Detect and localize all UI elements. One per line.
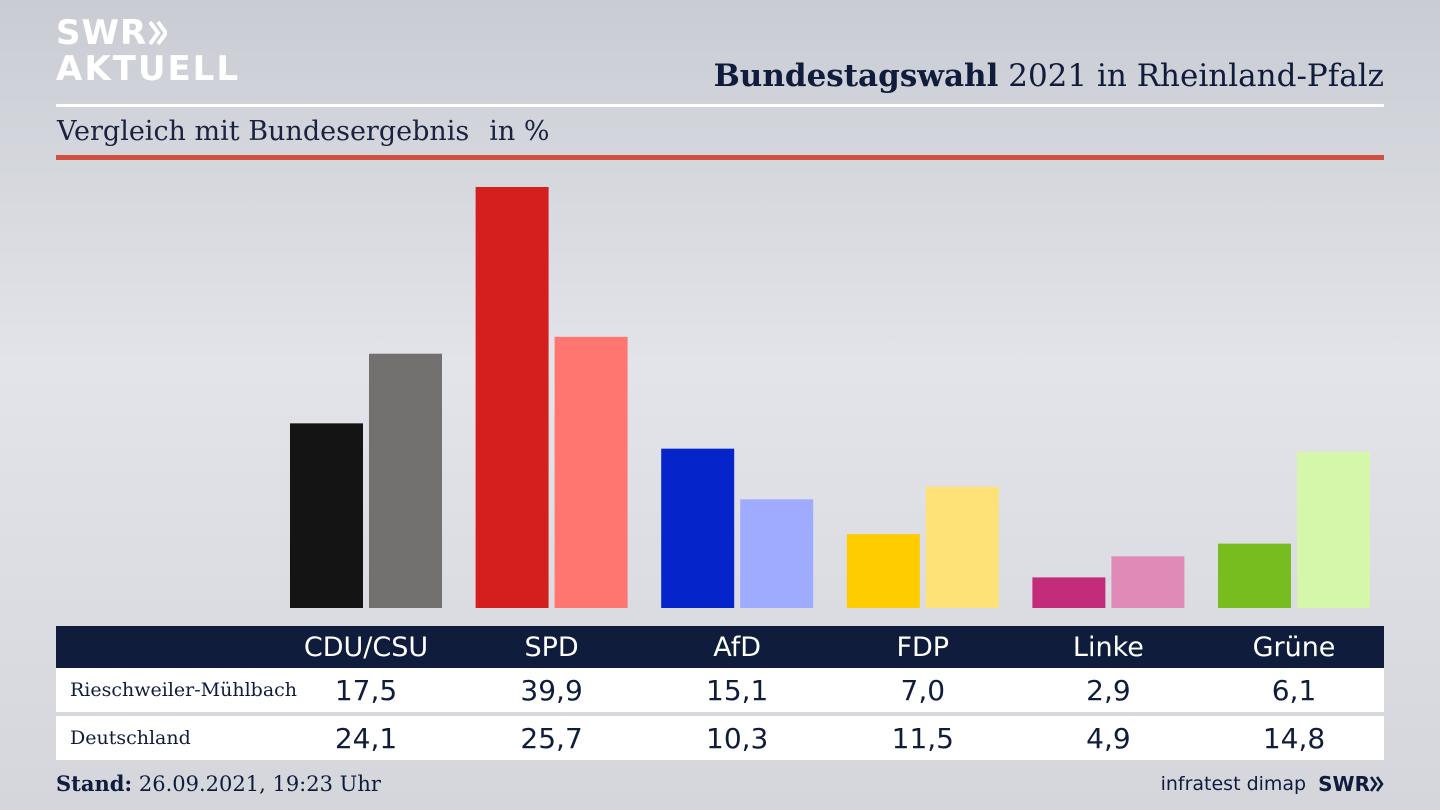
- swr-aktuell-logo: SWR AKTUELL: [56, 16, 240, 86]
- bar-afd-local: [661, 448, 735, 608]
- footer-logo-text: SWR: [1318, 772, 1370, 796]
- column-header: Linke: [1072, 631, 1144, 663]
- double-chevron-icon: [149, 20, 168, 46]
- title-bold: Bundestagswahl: [713, 58, 999, 94]
- subtitle-divider: [56, 155, 1384, 160]
- bar-cdu-csu-national: [369, 353, 442, 608]
- table-header-row: CDU/CSU SPD AfD FDP Linke Grüne: [56, 626, 1384, 668]
- column-header: CDU/CSU: [303, 631, 429, 663]
- chart-subtitle: Vergleich mit Bundesergebnis in %: [57, 116, 550, 147]
- bar-linke-national: [1111, 556, 1185, 608]
- stand-label: Stand:: [56, 771, 133, 796]
- bar-gr-ne-local: [1218, 543, 1291, 608]
- value-cell: 11,5: [891, 721, 954, 755]
- value-cell: 4,9: [1086, 721, 1131, 755]
- table-row: Deutschland 24,1 25,7 10,3 11,5 4,9 14,8: [56, 716, 1384, 760]
- row-label: Deutschland: [70, 727, 191, 749]
- value-cell: 17,5: [334, 673, 398, 707]
- value-cell: 25,7: [520, 721, 583, 755]
- swr-footer-logo: SWR: [1318, 772, 1384, 796]
- title-rest: 2021 in Rheinland-Pfalz: [1008, 58, 1384, 94]
- column-header: AfD: [713, 631, 762, 663]
- table-row: Rieschweiler-Mühlbach 17,5 39,9 15,1 7,0 2,9 6…: [56, 668, 1384, 712]
- bar-fdp-national: [925, 486, 999, 608]
- stand-timestamp: Stand: 26.09.2021, 19:23 Uhr: [56, 771, 381, 796]
- value-cell: 2,9: [1086, 673, 1131, 707]
- subtitle-text: Vergleich mit Bundesergebnis: [57, 116, 470, 147]
- value-cell: 7,0: [900, 673, 946, 707]
- value-cell: 6,1: [1271, 673, 1317, 707]
- bar-spd-local: [475, 187, 549, 608]
- bar-spd-national: [554, 336, 628, 608]
- logo-swr-text: SWR: [56, 13, 148, 53]
- subtitle-unit: in %: [489, 116, 550, 147]
- column-header: SPD: [524, 631, 579, 663]
- bar-fdp-local: [846, 534, 920, 608]
- bar-afd-national: [740, 499, 814, 608]
- bar-linke-local: [1032, 577, 1106, 608]
- source-credit: infratest dimap SWR: [1161, 772, 1384, 796]
- column-header: FDP: [896, 631, 950, 663]
- source-text: infratest dimap: [1160, 773, 1307, 795]
- results-table: CDU/CSU SPD AfD FDP Linke Grüne Rieschweiler-…: [56, 626, 1384, 760]
- page-title: Bundestagswahl 2021 in Rheinland-Pfalz: [714, 58, 1384, 94]
- column-header: Grüne: [1252, 631, 1336, 663]
- stand-value: 26.09.2021, 19:23 Uhr: [138, 772, 381, 796]
- bar-chart: [290, 187, 1370, 608]
- double-chevron-icon: [1370, 776, 1384, 792]
- bar-gr-ne-national: [1297, 451, 1370, 608]
- row-label: Rieschweiler-Mühlbach: [70, 679, 298, 701]
- value-cell: 14,8: [1262, 721, 1326, 755]
- value-cell: 15,1: [706, 673, 769, 707]
- value-cell: 24,1: [334, 721, 398, 755]
- header-divider: [56, 104, 1384, 107]
- value-cell: 10,3: [706, 721, 769, 755]
- bar-cdu-csu-local: [290, 423, 363, 608]
- value-cell: 39,9: [520, 673, 583, 707]
- logo-aktuell-text: AKTUELL: [56, 49, 241, 89]
